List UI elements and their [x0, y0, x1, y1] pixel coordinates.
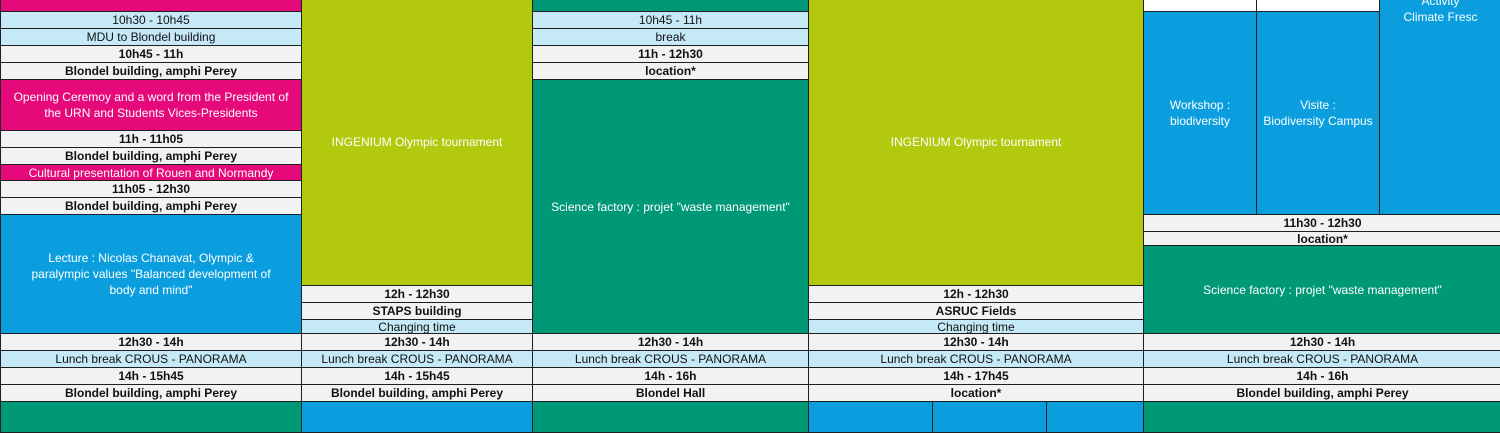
wed-time-4: 14h - 16h	[532, 367, 809, 385]
tue-olympic-tournament: INGENIUM Olympic tournament	[301, 0, 533, 286]
wed-location-2: location*	[532, 62, 809, 80]
fri-location-1: location*	[1143, 231, 1500, 246]
mon-opening-ceremony: Opening Ceremoy and a word from the Pres…	[0, 79, 302, 131]
thu-lunch-time: 12h30 - 14h	[808, 333, 1144, 351]
mon-time-2: 10h45 - 11h	[0, 45, 302, 63]
mon-lunch: Lunch break CROUS - PANORAMA	[0, 350, 302, 368]
mon-lunch-time: 12h30 - 14h	[0, 333, 302, 351]
mon-time-1: 10h30 - 10h45	[0, 11, 302, 29]
wed-lunch: Lunch break CROUS - PANORAMA	[532, 350, 809, 368]
fri-time-3: 14h - 16h	[1143, 367, 1500, 385]
fri-climate-fresc-activity: Activity Climate Fresc	[1379, 0, 1500, 215]
tue-changing-time: Changing time	[301, 319, 533, 334]
fri-workshop-biodiversity: Workshop : biodiversity	[1143, 11, 1257, 215]
mon-time-6: 14h - 15h45	[0, 367, 302, 385]
mon-location-6: Blondel building, amphi Perey	[0, 384, 302, 402]
thu-changing-time: Changing time	[808, 319, 1144, 334]
mon-location-2: Blondel building, amphi Perey	[0, 62, 302, 80]
tue-afternoon-event	[301, 401, 533, 433]
wed-break: break	[532, 28, 809, 46]
fri-visit-biodiversity-campus: Visite : Biodiversity Campus	[1256, 11, 1380, 215]
thu-afternoon-event-1	[808, 401, 933, 433]
thu-afternoon-event-3	[1046, 401, 1144, 433]
thu-location-3: location*	[808, 384, 1144, 402]
tue-time-1: 12h - 12h30	[301, 285, 533, 303]
thu-olympic-tournament: INGENIUM Olympic tournament	[808, 0, 1144, 286]
tue-lunch: Lunch break CROUS - PANORAMA	[301, 350, 533, 368]
fri-visit-topic: Biodiversity Campus	[1263, 114, 1373, 128]
wed-science-factory: Science factory : projet "waste manageme…	[532, 79, 809, 334]
fri-activity-title: Climate Fresc	[1403, 10, 1478, 24]
thu-afternoon-event-2	[932, 401, 1047, 433]
wed-afternoon-event	[532, 401, 809, 433]
mon-lecture: Lecture : Nicolas Chanavat, Olympic & pa…	[0, 214, 302, 334]
thu-time-1: 12h - 12h30	[808, 285, 1144, 303]
wed-time-1: 10h45 - 11h	[532, 11, 809, 29]
fri-lunch: Lunch break CROUS - PANORAMA	[1143, 350, 1500, 368]
fri-lunch-time: 12h30 - 14h	[1143, 333, 1500, 351]
fri-afternoon-event	[1143, 401, 1500, 433]
fri-location-3: Blondel building, amphi Perey	[1143, 384, 1500, 402]
fri-activity-label: Activity	[1421, 0, 1460, 8]
mon-location-3: Blondel building, amphi Perey	[0, 147, 302, 165]
thu-time-3: 14h - 17h45	[808, 367, 1144, 385]
mon-time-3: 11h - 11h05	[0, 130, 302, 148]
mon-cultural-presentation: Cultural presentation of Rouen and Norma…	[0, 164, 302, 181]
wed-lunch-time: 12h30 - 14h	[532, 333, 809, 351]
tue-lunch-time: 12h30 - 14h	[301, 333, 533, 351]
mon-location-1: MDU to Blondel building	[0, 28, 302, 46]
wed-time-2: 11h - 12h30	[532, 45, 809, 63]
fri-workshop-topic: biodiversity	[1169, 114, 1231, 128]
fri-visit-label: Visite :	[1300, 98, 1336, 112]
tue-location-1: STAPS building	[301, 302, 533, 320]
tue-time-3: 14h - 15h45	[301, 367, 533, 385]
mon-time-4: 11h05 - 12h30	[0, 180, 302, 198]
fri-science-factory: Science factory : projet "waste manageme…	[1143, 245, 1500, 334]
mon-location-4: Blondel building, amphi Perey	[0, 197, 302, 215]
thu-lunch: Lunch break CROUS - PANORAMA	[808, 350, 1144, 368]
mon-afternoon-event	[0, 401, 302, 433]
tue-location-3: Blondel building, amphi Perey	[301, 384, 533, 402]
fri-workshop-label: Workshop :	[1169, 98, 1231, 112]
thu-location-1: ASRUC Fields	[808, 302, 1144, 320]
wed-location-4: Blondel Hall	[532, 384, 809, 402]
fri-time-1: 11h30 - 12h30	[1143, 214, 1500, 232]
